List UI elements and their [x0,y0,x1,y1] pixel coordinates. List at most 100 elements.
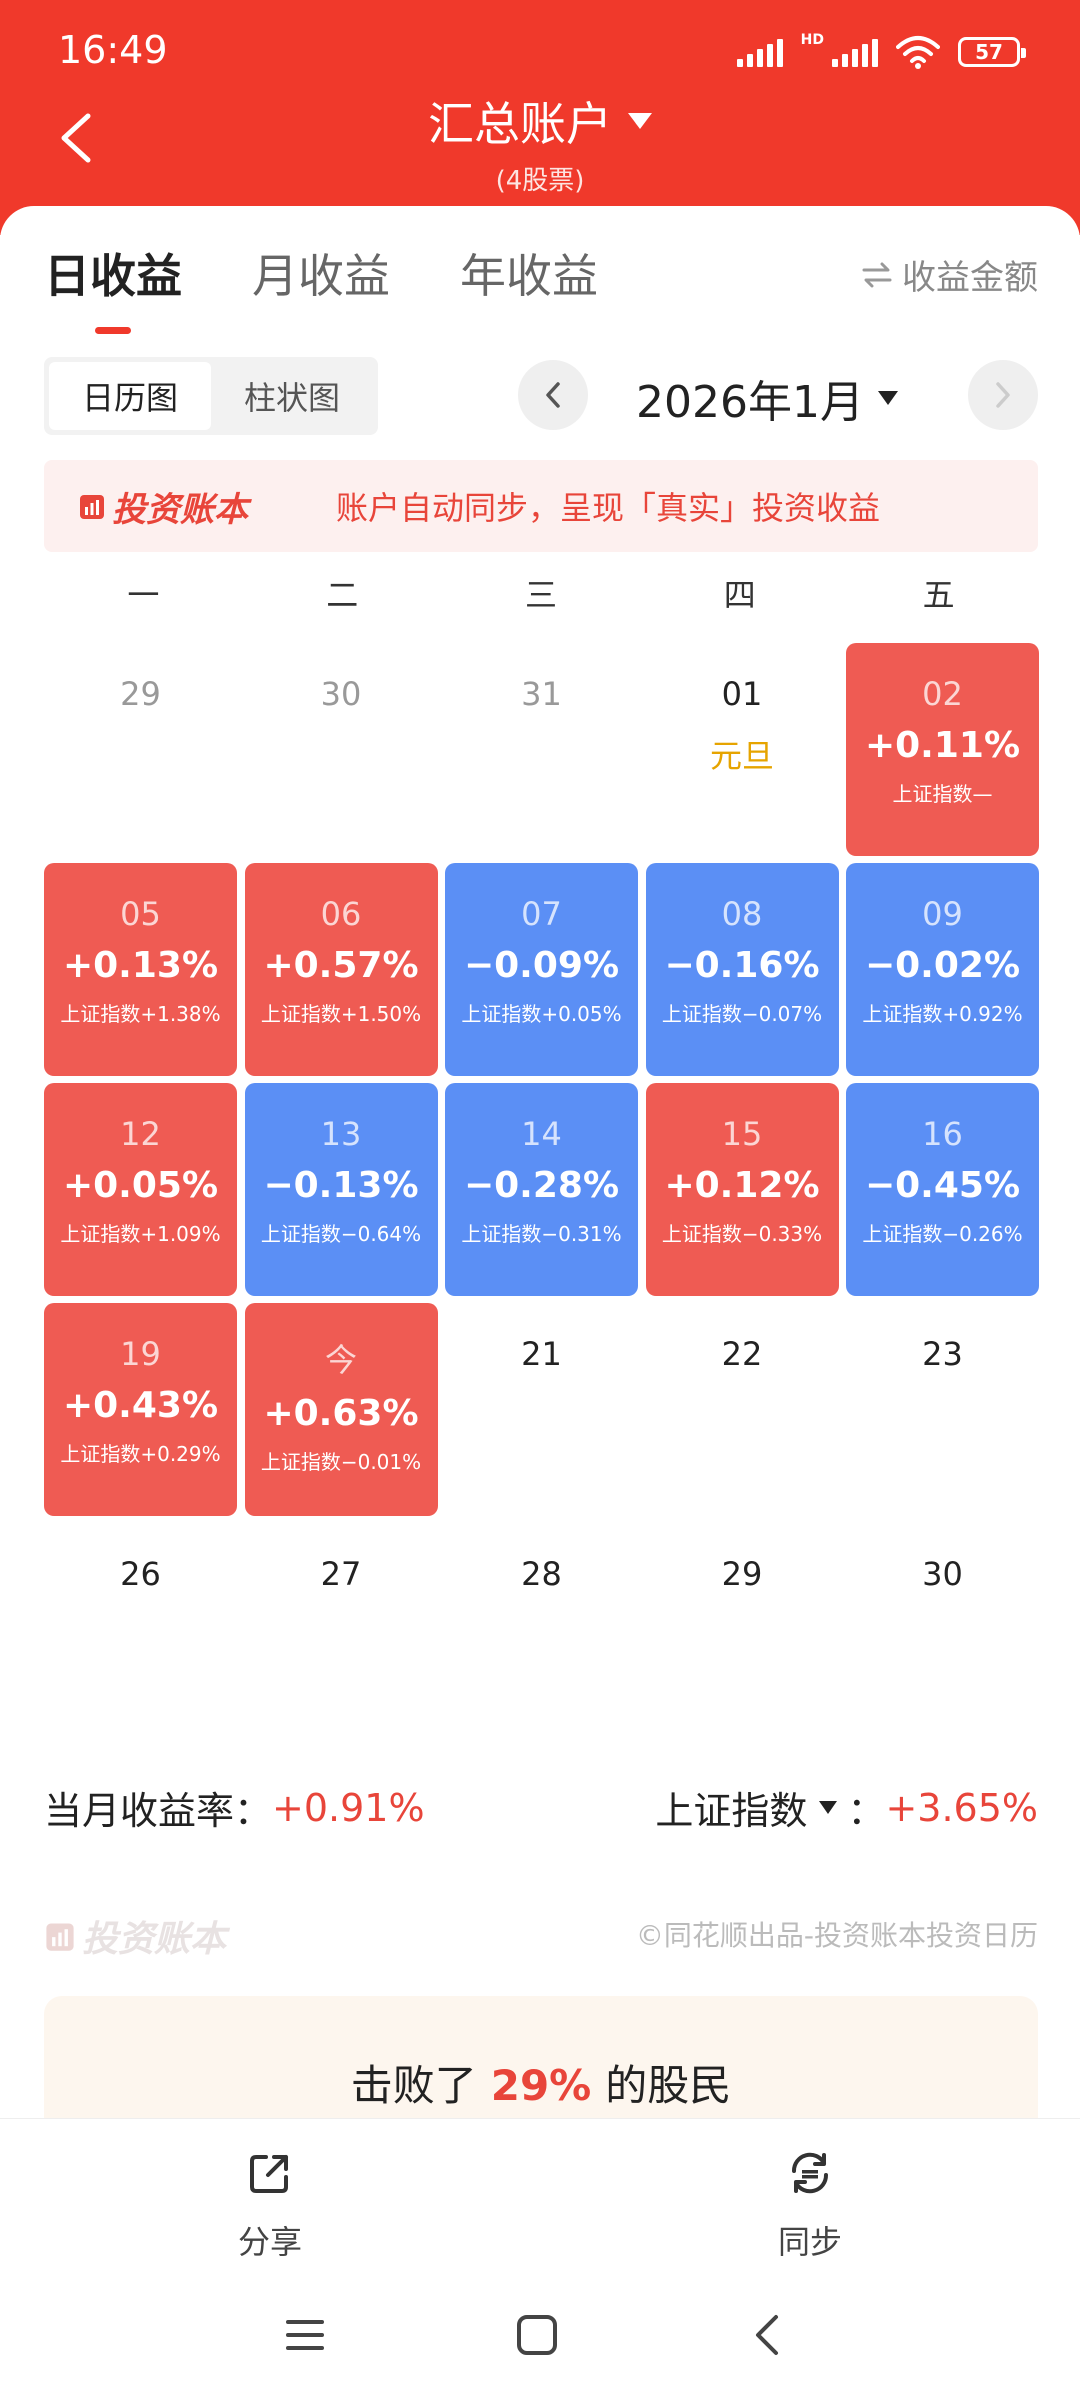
index-caret-icon[interactable] [819,1801,838,1814]
ledger-logo-icon [80,495,104,519]
calendar-day-cell[interactable]: 16 −0.45% 上证指数−0.26% [846,1083,1039,1296]
tab-daily[interactable]: 日收益 [44,240,182,326]
account-subtitle: (4股票) [495,166,585,196]
tab-yearly[interactable]: 年收益 [460,249,598,303]
index-comparison: 上证指数−0.33% [661,1222,823,1246]
calendar-day-cell[interactable]: 05 +0.13% 上证指数+1.38% [44,863,237,1076]
calendar-day-cell[interactable]: 今 +0.63% 上证指数−0.01% [244,1303,438,1516]
calendar-day-cell[interactable]: 23 [846,1303,1039,1516]
month-selector[interactable]: 2026年1月 [636,366,898,430]
day-number: 14 [521,1115,562,1153]
weekday-label: 四 [723,576,756,614]
footer-credit: ©同花顺出品-投资账本投资日历 [635,1919,1038,1952]
back-icon[interactable] [746,2312,792,2358]
status-time: 16:49 [58,28,168,72]
index-return-value: +3.65% [885,1785,1038,1830]
status-bar: 16:49 HD 57 [0,0,1080,100]
day-number: 29 [120,675,161,713]
tab-monthly[interactable]: 月收益 [252,249,390,303]
daily-return: +0.11% [864,725,1021,766]
index-separator: ： [847,1789,886,1833]
calendar-day-cell[interactable]: 30 [245,643,438,856]
share-label: 分享 [237,2223,302,2261]
share-icon [250,2155,288,2193]
calendar-day-cell[interactable]: 09 −0.02% 上证指数+0.92% [846,863,1039,1076]
calendar-day-cell[interactable]: 02 +0.11% 上证指数— [846,643,1039,856]
index-comparison: 上证指数+1.50% [260,1002,422,1026]
calendar-day-cell[interactable]: 13 −0.13% 上证指数−0.64% [244,1083,438,1296]
calendar-day-cell[interactable]: 28 [445,1523,638,1736]
day-number: 30 [922,1555,963,1593]
index-comparison: 上证指数+1.38% [60,1002,221,1026]
chevron-left-icon [546,382,560,408]
calendar-day-cell[interactable]: 08 −0.16% 上证指数−0.07% [645,863,839,1076]
calendar-day-cell[interactable]: 15 +0.12% 上证指数−0.33% [645,1083,839,1296]
index-return-summary: 上证指数 ： +3.65% [655,1780,1038,1835]
calendar-day-cell[interactable]: 14 −0.28% 上证指数−0.31% [445,1083,638,1296]
day-number: 28 [521,1555,562,1593]
day-number: 26 [120,1555,161,1593]
calendar-day-cell[interactable]: 06 +0.57% 上证指数+1.50% [244,863,438,1076]
battery-icon: 57 [958,37,1026,67]
day-number: 22 [721,1335,763,1373]
daily-return: +0.12% [664,1165,820,1206]
home-icon[interactable] [514,2312,560,2358]
monthly-return-summary: 当月收益率： +0.91% [44,1780,425,1835]
bar-view-button[interactable]: 柱状图 [243,379,340,417]
day-number: 13 [320,1115,362,1153]
account-selector[interactable]: 汇总账户 (4股票) [0,88,1080,197]
index-selector[interactable]: 上证指数 [655,1789,808,1833]
ledger-logo-icon [46,1923,74,1951]
daily-return: −0.09% [463,945,620,986]
menu-icon[interactable] [282,2312,328,2358]
day-number: 31 [521,675,562,713]
calendar-day-cell[interactable]: 26 [44,1523,237,1736]
system-nav-bar [0,2268,1080,2400]
earnings-tabs: 日收益 月收益 年收益 [44,240,598,326]
index-comparison: 上证指数−0.31% [461,1222,622,1246]
back-arrow-icon[interactable] [52,108,102,168]
day-number: 今 [324,1341,357,1379]
daily-return: −0.45% [864,1165,1021,1206]
network-type-label: HD [800,32,824,48]
calendar-day-cell[interactable]: 27 [245,1523,438,1736]
weekday-label: 二 [326,576,359,614]
amount-toggle-button[interactable]: 收益金额 [862,250,1038,299]
index-comparison: 上证指数−0.07% [661,1002,823,1026]
next-month-button[interactable] [968,360,1038,430]
calendar-day-cell[interactable]: 12 +0.05% 上证指数+1.09% [44,1083,237,1296]
index-comparison: 上证指数+0.29% [60,1442,221,1466]
dropdown-caret-icon [628,113,652,129]
calendar-day-cell[interactable]: 01 元旦 [646,643,839,856]
promo-banner[interactable]: 投资账本 账户自动同步，呈现「真实」投资收益 [44,460,1038,552]
index-comparison: 上证指数+1.09% [60,1222,221,1246]
day-number: 07 [521,895,562,933]
calendar-day-cell[interactable]: 19 +0.43% 上证指数+0.29% [44,1303,237,1516]
calendar-day-cell[interactable]: 29 [44,643,237,856]
month-caret-icon [877,391,898,405]
sync-button[interactable]: 同步 [730,2149,890,2263]
calendar-day-cell[interactable]: 21 [445,1303,638,1516]
calendar-day-cell[interactable]: 31 [445,643,638,856]
share-button[interactable]: 分享 [190,2149,350,2263]
previous-month-button[interactable] [518,360,588,430]
calendar-day-cell[interactable]: 30 [846,1523,1039,1736]
day-number: 08 [721,895,763,933]
ranking-value: 29% [490,2061,592,2110]
day-number: 05 [120,895,161,933]
ranking-suffix: 的股民 [605,2061,732,2110]
calendar-day-cell[interactable]: 07 −0.09% 上证指数+0.05% [445,863,638,1076]
daily-return: −0.02% [864,945,1021,986]
day-number: 06 [320,895,362,933]
weekday-label: 三 [524,576,557,614]
day-number: 15 [721,1115,763,1153]
ranking-text: 击败了 29% 的股民 [44,2052,1038,2113]
index-comparison: 上证指数+0.92% [862,1002,1023,1026]
calendar-day-cell[interactable]: 29 [646,1523,839,1736]
ranking-prefix: 击败了 [350,2061,477,2110]
calendar-view-button[interactable]: 日历图 [49,362,211,430]
sync-label: 同步 [777,2223,842,2261]
monthly-return-label: 当月收益率： [44,1789,273,1833]
signal-icon [736,37,783,67]
calendar-day-cell[interactable]: 22 [646,1303,839,1516]
